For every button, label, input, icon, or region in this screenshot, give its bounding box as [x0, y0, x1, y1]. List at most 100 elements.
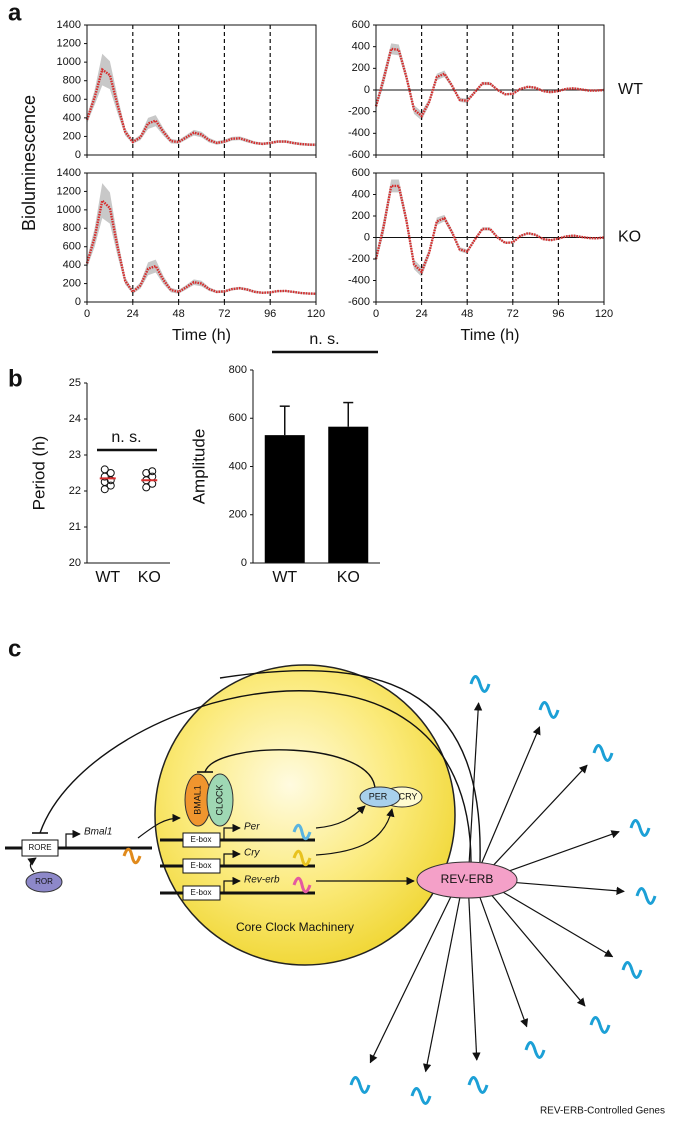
ror-oval — [25, 871, 63, 893]
arrow — [487, 889, 586, 1007]
per: PER — [369, 791, 388, 801]
mrna — [122, 847, 142, 865]
gene-mrna — [589, 1016, 611, 1034]
panel-label: c — [8, 635, 21, 662]
x-tick-label: 96 — [552, 308, 564, 320]
arrow — [315, 805, 366, 829]
point — [148, 467, 157, 476]
promoter-arrow — [223, 823, 241, 840]
clock-diagram: RORE Bmal1 ROR BMAL1 CLOCK E-box E-box E… — [5, 664, 665, 1117]
ebox-box — [182, 858, 221, 874]
x-tick-label: 0 — [84, 308, 90, 320]
arrow — [495, 830, 620, 877]
reverb-oval — [416, 861, 518, 899]
gene-mrna — [592, 744, 614, 762]
rore-box — [21, 839, 59, 857]
ebox-box — [182, 832, 221, 848]
gene-mrna — [469, 675, 491, 693]
row-label: WT — [618, 81, 643, 98]
annotation: n. s. — [309, 331, 339, 348]
x-tick-label: WT — [272, 569, 297, 586]
arrow — [422, 893, 462, 1073]
ebox-box — [182, 885, 221, 901]
line — [85, 198, 317, 295]
arrow — [479, 726, 541, 868]
promoter-arrow — [223, 876, 241, 893]
bmal1-gene: Bmal1 — [84, 827, 112, 838]
per-gene: Per — [244, 822, 260, 833]
y-tick-label: 20 — [69, 557, 81, 569]
inhibit-arc — [219, 669, 481, 863]
gene-mrna — [635, 887, 657, 905]
target-arrows — [349, 675, 657, 1105]
y-axis-label: Period (h) — [29, 436, 48, 511]
mrna — [292, 849, 312, 867]
sd-band — [376, 43, 604, 121]
point — [106, 481, 115, 490]
line — [85, 67, 317, 146]
promoter-arrow — [65, 829, 81, 848]
x-tick-label: KO — [337, 569, 360, 586]
y-tick-label: 200 — [229, 509, 247, 521]
x-tick-label: WT — [95, 569, 120, 586]
bmal1: BMAL1 — [192, 785, 202, 815]
point — [142, 469, 151, 477]
y-tick-label: 600 — [229, 412, 247, 424]
y-tick-label: 600 — [63, 93, 81, 105]
ebox: E-box — [191, 888, 212, 897]
y-tick-label: -200 — [348, 106, 370, 118]
targets-label: REV-ERB-Controlled Genes — [540, 1106, 665, 1117]
y-tick-label: 0 — [364, 231, 370, 243]
bar — [328, 426, 369, 563]
y-tick-label: 0 — [75, 296, 81, 308]
gene-mrna — [629, 819, 651, 837]
x-axis-label: Time (h) — [172, 327, 231, 344]
x-tick-label: 96 — [264, 308, 276, 320]
y-tick-label: -200 — [348, 253, 370, 265]
reverb-gene: Rev-erb — [244, 875, 280, 886]
arrow — [315, 808, 395, 856]
sd-band — [87, 183, 316, 295]
gene-mrna — [349, 1076, 371, 1094]
clock: CLOCK — [214, 784, 224, 815]
y-tick-label: 1000 — [57, 204, 81, 216]
frame — [86, 24, 317, 156]
arrow — [27, 857, 37, 873]
arrow — [369, 892, 454, 1064]
per-oval — [359, 786, 401, 808]
y-tick-label: -400 — [348, 127, 370, 139]
cry: CRY — [399, 791, 418, 801]
clock-circle — [154, 664, 456, 966]
y-axis-label: Amplitude — [189, 429, 208, 505]
x-tick-label: 48 — [461, 308, 473, 320]
y-tick-label: 800 — [63, 222, 81, 234]
panel-label: b — [8, 365, 23, 392]
sd-band — [87, 53, 316, 147]
clock-oval — [206, 773, 234, 827]
y-tick-label: 400 — [229, 460, 247, 472]
gene-mrna — [467, 1076, 489, 1094]
y-tick-label: -400 — [348, 274, 370, 286]
y-tick-label: 400 — [352, 188, 370, 200]
x-tick-label: 48 — [172, 308, 184, 320]
inhibit-arc — [39, 690, 472, 863]
y-tick-label: 200 — [63, 130, 81, 142]
arrow — [137, 813, 181, 839]
row-label: KO — [618, 229, 641, 246]
y-tick-label: 800 — [229, 364, 247, 376]
y-tick-label: 800 — [63, 75, 81, 87]
point — [100, 465, 109, 474]
gene-mrna — [410, 1087, 432, 1105]
arrow — [477, 892, 529, 1028]
ebox: E-box — [191, 835, 212, 844]
x-tick-label: 120 — [307, 308, 325, 320]
x-tick-label: 0 — [373, 308, 379, 320]
y-tick-label: 200 — [352, 62, 370, 74]
y-tick-label: 24 — [69, 413, 81, 425]
y-tick-label: 21 — [69, 521, 81, 533]
y-tick-label: 0 — [364, 84, 370, 96]
y-tick-label: 400 — [352, 41, 370, 53]
y-tick-label: 22 — [69, 485, 81, 497]
gene-mrna — [538, 701, 560, 719]
y-tick-label: 1400 — [57, 167, 81, 179]
